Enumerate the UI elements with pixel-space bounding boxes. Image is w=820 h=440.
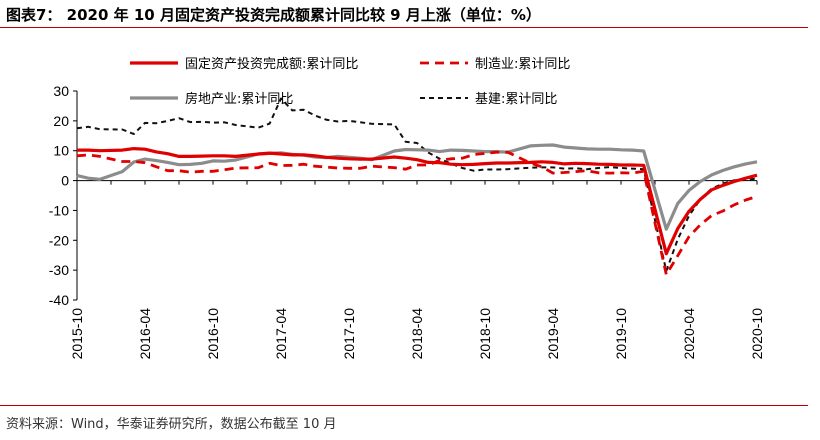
x-tick-label: 2017-10: [341, 308, 357, 360]
x-tick-label: 2020-10: [749, 308, 765, 360]
series-line-1: [77, 147, 758, 256]
x-tick-label: 2015-10: [69, 308, 85, 360]
x-tick-label: 2019-04: [545, 308, 561, 360]
y-tick-label: -20: [49, 232, 69, 248]
page-title: 图表7： 2020 年 10 月固定资产投资完成额累计同比较 9 月上涨（单位：…: [6, 6, 541, 24]
legend-label-3: 房地产业:累计同比: [185, 91, 293, 107]
chart-series: [76, 97, 758, 277]
title-divider: [0, 27, 808, 28]
y-tick-label: -10: [49, 202, 69, 218]
y-tick-label: 20: [53, 113, 69, 129]
series-line-2: [76, 150, 758, 277]
legend-label-2: 制造业:累计同比: [475, 57, 570, 72]
x-tick-label: 2019-10: [613, 308, 629, 360]
y-tick-label: -30: [49, 262, 69, 278]
y-tick-label: -40: [49, 292, 69, 308]
y-tick-label: 10: [53, 143, 69, 159]
legend-label-4: 基建:累计同比: [475, 92, 557, 107]
x-tick-label: 2018-10: [477, 308, 493, 360]
x-tick-label: 2017-04: [273, 308, 289, 360]
legend-label-1: 固定资产投资完成额:累计同比: [185, 56, 358, 72]
x-tick-label: 2016-10: [205, 308, 221, 360]
source-divider: [0, 405, 808, 406]
x-tick-label: 2016-04: [137, 308, 153, 360]
series-line-4: [76, 97, 758, 272]
y-tick-label: 0: [61, 173, 69, 189]
y-tick-label: 30: [53, 83, 69, 99]
x-tick-label: 2020-04: [681, 308, 697, 360]
source-note: 资料来源：Wind，华泰证券研究所，数据公布截至 10 月: [6, 417, 337, 432]
series-line-3: [76, 143, 758, 231]
x-tick-label: 2018-04: [409, 308, 425, 360]
